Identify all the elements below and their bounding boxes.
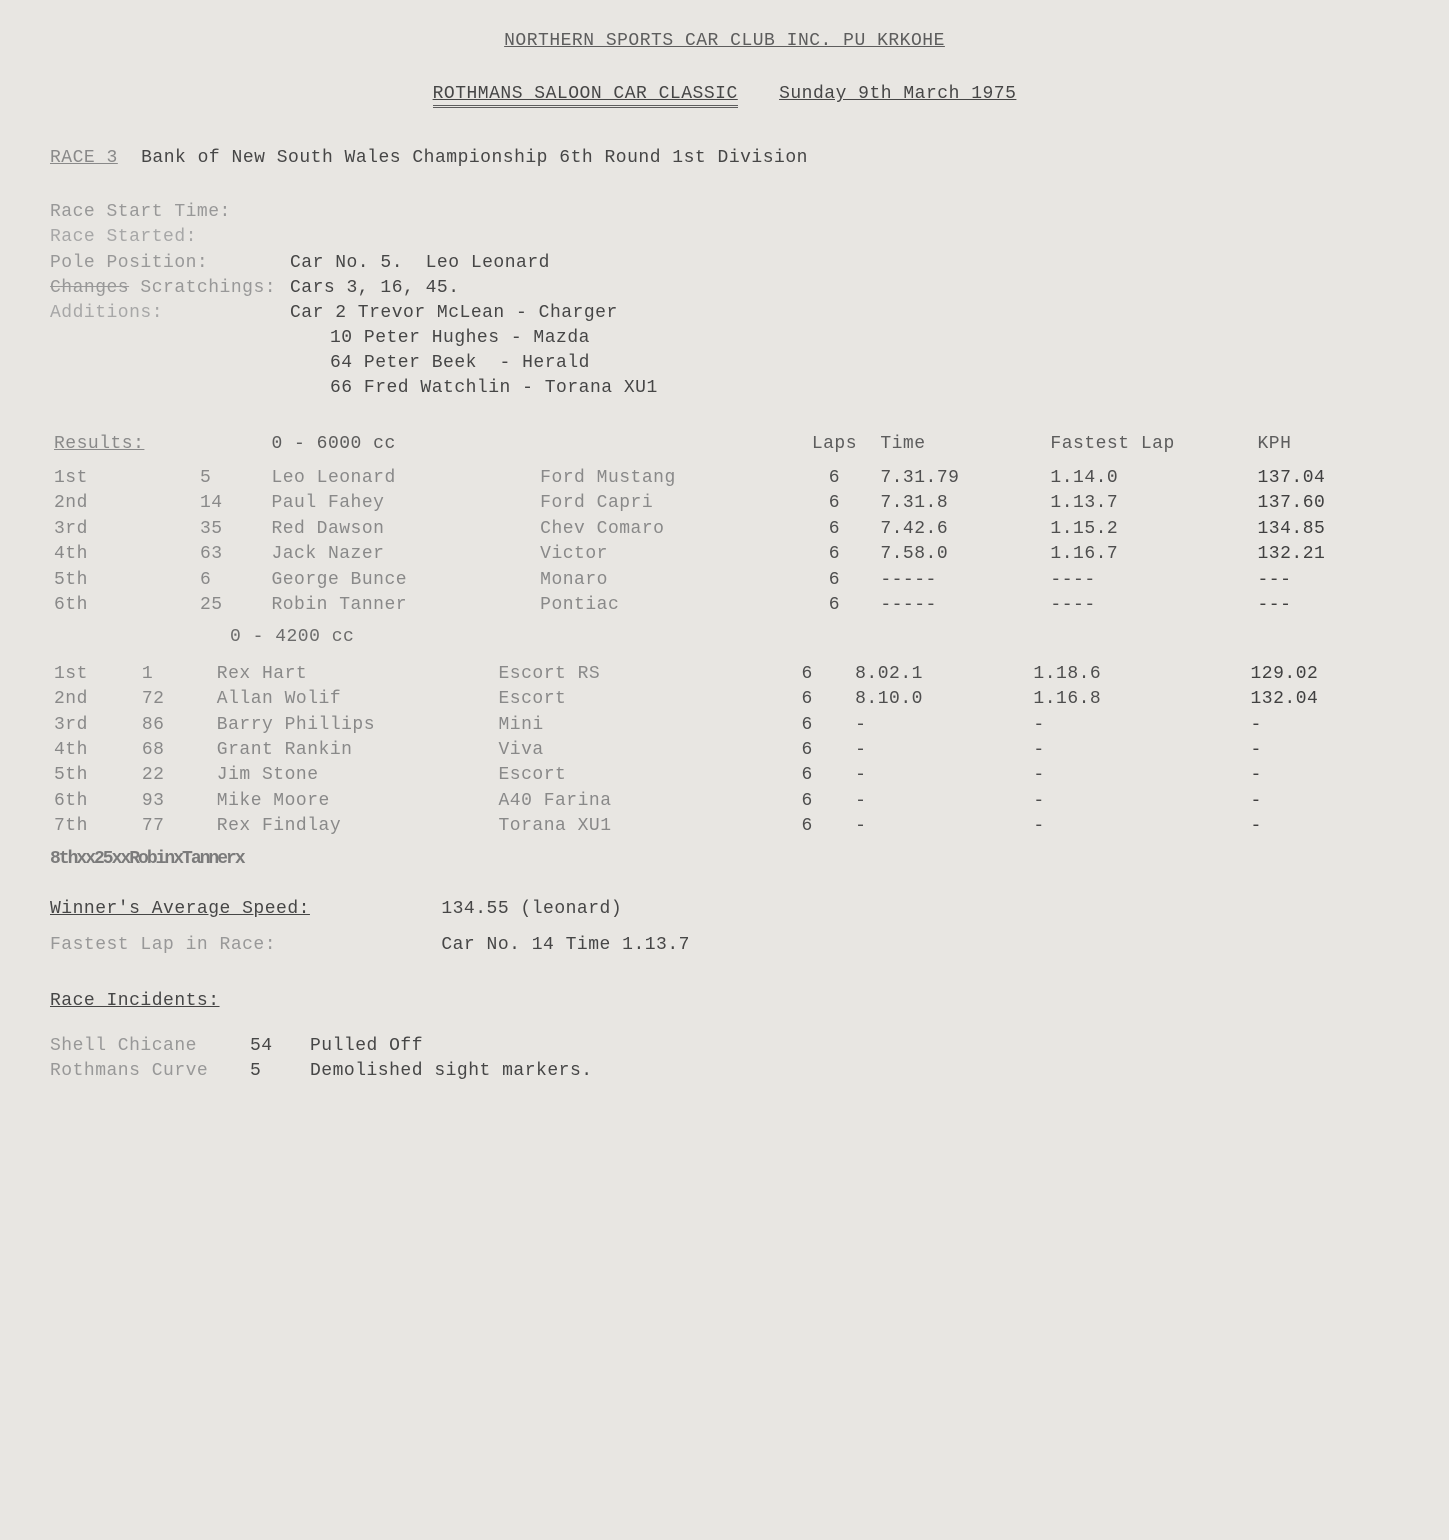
incident-row: Shell Chicane54Pulled Off: [50, 1034, 1399, 1059]
race-info: Race Start Time: Race Started: Pole Posi…: [50, 200, 1399, 402]
result-row: 1st 5 Leo Leonard Ford Mustang 6 7.31.79…: [50, 466, 1399, 491]
result-row: 6th 25 Robin Tanner Pontiac 6 ----- ----…: [50, 593, 1399, 618]
incidents-label: Race Incidents:: [50, 983, 430, 1019]
started-label: Race Started:: [50, 225, 290, 250]
incident-row: Rothmans Curve5Demolished sight markers.: [50, 1059, 1399, 1084]
fastest-lap-value: Car No. 14 Time 1.13.7: [441, 935, 690, 955]
col-time: Time: [876, 432, 1046, 466]
results-label: Results:: [54, 434, 144, 454]
club-header: NORTHERN SPORTS CAR CLUB INC. PU KRKOHE: [50, 30, 1399, 53]
incidents-header: Race Incidents:: [50, 983, 1399, 1019]
addition-4: 66 Fred Watchlin - Torana XU1: [290, 376, 658, 401]
result-row: 4th 68 Grant Rankin Viva 6 - - -: [50, 738, 1399, 763]
race-name: Bank of New South Wales Championship 6th…: [141, 148, 808, 168]
results-table-class2: 1st 1 Rex Hart Escort RS 6 8.02.1 1.18.6…: [50, 662, 1399, 840]
avg-speed-label: Winner's Average Speed:: [50, 891, 430, 927]
race-title-row: RACE 3 Bank of New South Wales Champions…: [50, 147, 1399, 170]
result-row: 1st 1 Rex Hart Escort RS 6 8.02.1 1.18.6…: [50, 662, 1399, 687]
result-row: 3rd 86 Barry Phillips Mini 6 - - -: [50, 713, 1399, 738]
class2-label: 0 - 4200 cc: [230, 626, 1399, 649]
results-table-class1: Results: 0 - 6000 cc Laps Time Fastest L…: [50, 432, 1399, 619]
event-date: Sunday 9th March 1975: [779, 84, 1016, 104]
class1-label: 0 - 6000 cc: [267, 432, 536, 466]
scratch-value: Cars 3, 16, 45.: [290, 276, 460, 301]
result-row: 5th 22 Jim Stone Escort 6 - - -: [50, 763, 1399, 788]
col-laps: Laps: [793, 432, 877, 466]
col-fl: Fastest Lap: [1046, 432, 1253, 466]
event-name: ROTHMANS SALOON CAR CLASSIC: [433, 84, 738, 108]
result-row: 6th 93 Mike Moore A40 Farina 6 - - -: [50, 789, 1399, 814]
addition-2: 10 Peter Hughes - Mazda: [290, 326, 590, 351]
result-row: 4th 63 Jack Nazer Victor 6 7.58.0 1.16.7…: [50, 542, 1399, 567]
pole-label: Pole Position:: [50, 251, 290, 276]
incidents-list: Shell Chicane54Pulled OffRothmans Curve5…: [50, 1034, 1399, 1084]
race-number: RACE 3: [50, 148, 118, 168]
start-time-label: Race Start Time:: [50, 200, 290, 225]
event-header: ROTHMANS SALOON CAR CLASSIC Sunday 9th M…: [50, 83, 1399, 106]
result-row: 2nd 72 Allan Wolif Escort 6 8.10.0 1.16.…: [50, 687, 1399, 712]
additions-label: Additions:: [50, 301, 290, 326]
fastest-lap-label: Fastest Lap in Race:: [50, 927, 430, 963]
crossed-out-row: 8thxx25xxRobinxTannerx: [50, 848, 1399, 871]
result-row: 7th 77 Rex Findlay Torana XU1 6 - - -: [50, 814, 1399, 839]
avg-speed-value: 134.55 (leonard): [441, 899, 622, 919]
addition-1: Car 2 Trevor McLean - Charger: [290, 301, 618, 326]
pole-value: Car No. 5. Leo Leonard: [290, 251, 550, 276]
summary-block: Winner's Average Speed: 134.55 (leonard)…: [50, 891, 1399, 963]
addition-3: 64 Peter Beek - Herald: [290, 351, 590, 376]
result-row: 5th 6 George Bunce Monaro 6 ----- ---- -…: [50, 568, 1399, 593]
results-sheet: NORTHERN SPORTS CAR CLUB INC. PU KRKOHE …: [50, 30, 1399, 1084]
result-row: 2nd 14 Paul Fahey Ford Capri 6 7.31.8 1.…: [50, 491, 1399, 516]
result-row: 3rd 35 Red Dawson Chev Comaro 6 7.42.6 1…: [50, 517, 1399, 542]
scratch-label: Changes Scratchings:: [50, 276, 290, 301]
col-kph: KPH: [1254, 432, 1400, 466]
